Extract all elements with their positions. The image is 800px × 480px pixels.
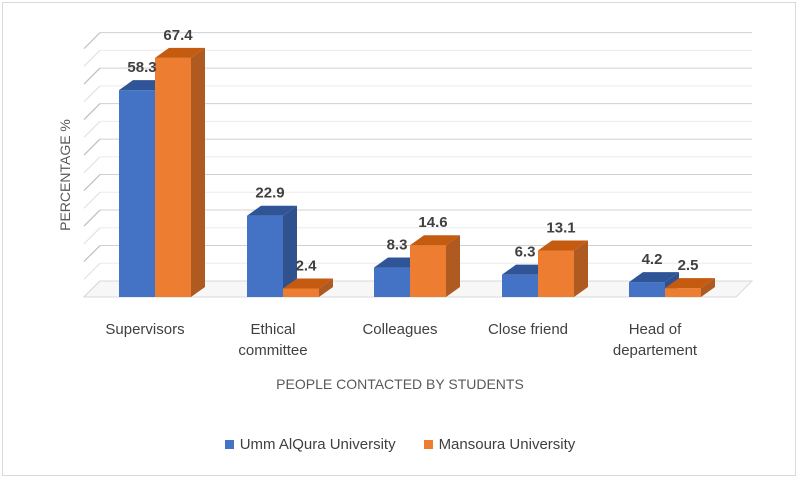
- bar-front: [410, 245, 446, 297]
- data-label: 2.4: [296, 257, 318, 274]
- legend-item-umm-alqura: Umm AlQura University: [224, 436, 396, 453]
- bar-top: [247, 205, 297, 216]
- bar-top: [155, 47, 205, 58]
- bar-front: [665, 288, 701, 297]
- grid-slant: [83, 32, 101, 50]
- data-label: 4.2: [642, 251, 663, 268]
- bar: [410, 235, 460, 297]
- bar-front: [538, 250, 574, 297]
- grid-slant: [83, 120, 101, 138]
- grid-slant: [83, 245, 101, 262]
- bar: [247, 205, 297, 297]
- data-label: 22.9: [255, 185, 284, 202]
- bar-top: [283, 278, 333, 289]
- bar-side: [283, 205, 297, 297]
- bar-top: [629, 272, 679, 283]
- category-label: committee: [238, 342, 307, 359]
- bar-front: [629, 282, 665, 297]
- bar: [155, 47, 205, 297]
- data-label: 58.3: [127, 59, 156, 76]
- bar-side: [191, 47, 205, 297]
- grid-slant: [83, 138, 101, 156]
- bar-front: [119, 90, 155, 298]
- y-axis-title: PERCENTAGE %: [57, 119, 73, 231]
- bar-front: [374, 267, 410, 297]
- bar-side: [574, 240, 588, 297]
- bar-front: [247, 215, 283, 297]
- category-label: Close friend: [488, 321, 568, 338]
- bar: [283, 278, 333, 297]
- bar-top: [665, 278, 715, 289]
- legend-label: Mansoura University: [438, 436, 576, 453]
- grid-slant: [83, 174, 101, 191]
- bar: [538, 240, 588, 297]
- bar-front: [502, 274, 538, 297]
- category-label: Supervisors: [105, 321, 184, 338]
- data-label: 67.4: [163, 27, 193, 44]
- x-axis-title: PEOPLE CONTACTED BY STUDENTS: [276, 376, 524, 392]
- legend-swatch: [423, 440, 433, 449]
- bar-front: [283, 288, 319, 297]
- category-label: Colleagues: [362, 321, 437, 338]
- bar-top: [538, 240, 588, 251]
- category-label: Head of: [629, 321, 682, 338]
- bar: [665, 278, 715, 297]
- bar-top: [410, 235, 460, 246]
- data-label: 14.6: [418, 214, 447, 231]
- grid-slant: [83, 156, 101, 174]
- legend-swatch: [224, 440, 234, 449]
- data-label: 2.5: [678, 257, 699, 274]
- grid-slant: [83, 49, 101, 67]
- grid-slant: [83, 103, 101, 121]
- grid-slant: [83, 227, 101, 245]
- bar-side: [446, 235, 460, 297]
- bar-front: [155, 57, 191, 297]
- grid-slant: [83, 67, 101, 85]
- grid-slant: [83, 209, 101, 227]
- legend-item-mansoura: Mansoura University: [423, 436, 576, 453]
- legend: Umm AlQura University Mansoura Universit…: [0, 436, 800, 453]
- legend-label: Umm AlQura University: [239, 436, 396, 453]
- grid-slant: [83, 262, 101, 280]
- bar-side: [701, 278, 715, 297]
- bar-side: [319, 278, 333, 297]
- grid-slant: [83, 85, 101, 103]
- category-label: Ethical: [250, 321, 295, 338]
- data-label: 6.3: [515, 244, 536, 261]
- data-label: 8.3: [387, 237, 408, 254]
- category-label: departement: [613, 342, 698, 359]
- data-label: 13.1: [546, 220, 575, 237]
- grid-slant: [83, 191, 101, 209]
